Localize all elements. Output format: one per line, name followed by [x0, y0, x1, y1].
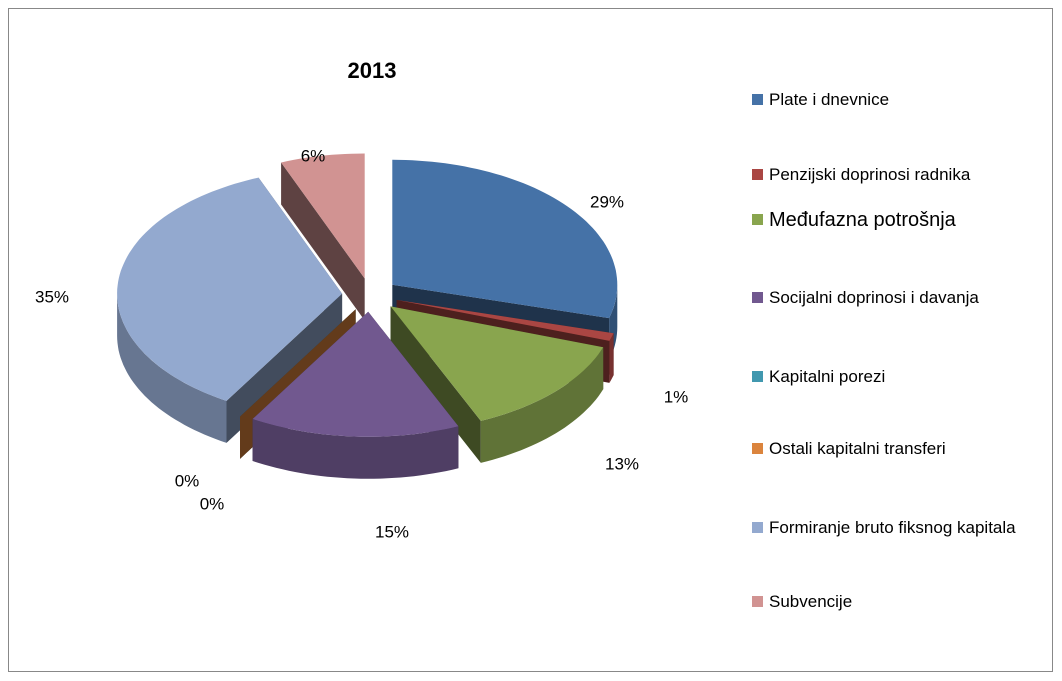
slice-top [252, 311, 459, 437]
legend-swatch [752, 292, 763, 303]
legend-item: Međufazna potrošnja [752, 205, 1042, 235]
legend-label: Međufazna potrošnja [769, 209, 956, 231]
legend-swatch [752, 596, 763, 607]
slice-top [281, 153, 365, 279]
data-label: 1% [664, 387, 689, 406]
legend-label: Socijalni doprinosi i davanja [769, 288, 979, 307]
legend-label: Ostali kapitalni transferi [769, 439, 946, 458]
legend-label: Kapitalni porezi [769, 367, 886, 386]
slice-top [117, 177, 343, 401]
slice-top [390, 306, 604, 421]
legend-swatch [752, 169, 763, 180]
legend-item: Socijalni doprinosi i davanja [752, 283, 1042, 313]
legend-label: Plate i dnevnice [769, 90, 890, 109]
legend-item: Ostali kapitalni transferi [752, 434, 1042, 464]
data-label: 13% [605, 454, 639, 473]
legend-label: Subvencije [769, 592, 853, 611]
legend-swatch [752, 94, 763, 105]
chart-title: 2013 [348, 58, 397, 83]
slice-side [117, 293, 227, 443]
legend-item: Formiranje bruto fiksnog kapitala [752, 513, 1042, 543]
slice-side [480, 347, 604, 463]
legend-item: Subvencije [752, 587, 1042, 617]
pie-slice [117, 177, 343, 443]
pie-slice [252, 311, 459, 479]
legend-swatch [752, 214, 763, 225]
slice-side [609, 333, 614, 383]
slice-top [396, 300, 614, 341]
pie-slice [390, 306, 604, 463]
legend-item: Kapitalni porezi [752, 362, 1042, 392]
pie-slice [281, 153, 365, 321]
legend-swatch [752, 522, 763, 533]
data-label: 29% [590, 192, 624, 211]
slice-wall [390, 306, 481, 463]
legend-item: Penzijski doprinosi radnika [752, 160, 1042, 190]
data-label: 0% [175, 471, 200, 490]
data-label: 6% [301, 146, 326, 165]
slice-side [252, 419, 459, 479]
slice-wall [281, 162, 365, 321]
legend-label: Formiranje bruto fiksnog kapitala [769, 518, 1016, 537]
legend-swatch [752, 371, 763, 382]
data-label: 35% [35, 287, 69, 306]
data-label: 0% [200, 494, 225, 513]
slice-top [392, 159, 618, 319]
legend-item: Plate i dnevnice [752, 85, 1042, 115]
data-label: 15% [375, 522, 409, 541]
legend-swatch [752, 443, 763, 454]
legend-label: Penzijski doprinosi radnika [769, 165, 971, 184]
